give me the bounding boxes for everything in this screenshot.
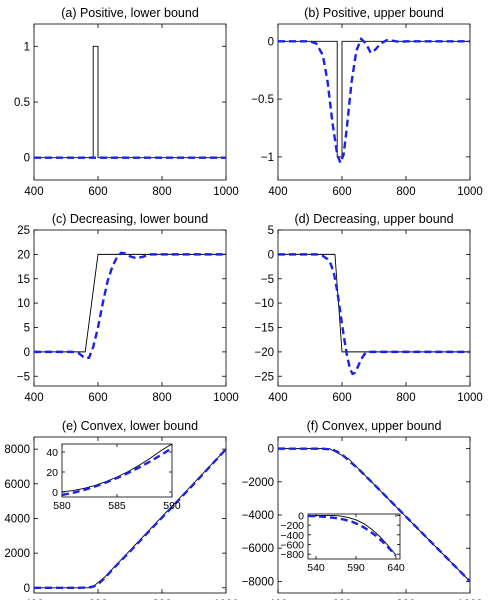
panel-d-x-tick-label: 600 xyxy=(332,392,351,404)
panel-b-estimate-line xyxy=(278,36,470,166)
panel-c-estimate-line xyxy=(34,251,226,360)
panel-d-x-tick-label: 800 xyxy=(396,392,415,404)
panel-e-y-tick-label: 0 xyxy=(24,583,30,595)
panel-d-y-tick-label: −5 xyxy=(261,274,274,286)
panel-c-y-tick-label: 0 xyxy=(24,347,30,359)
panel-c-y-tick-label: 25 xyxy=(17,225,30,237)
panel-c-y-tick-label: 20 xyxy=(17,249,30,261)
panel-b-x-tick-label: 800 xyxy=(396,186,415,198)
inset-f-x-tick-label: 590 xyxy=(347,562,365,574)
inset-f-estimate-line xyxy=(308,514,397,557)
panel-c-x-tick-label: 400 xyxy=(24,392,43,404)
panel-f-y-tick-label: 0 xyxy=(268,444,274,456)
panel-a-y-tick-label: 0 xyxy=(24,153,30,165)
panel-title: (e) Convex, lower bound xyxy=(62,419,198,433)
panel-title: (a) Positive, lower bound xyxy=(61,6,199,20)
panel-e: (e) Convex, lower bound40060080010000200… xyxy=(4,419,238,600)
panel-e-y-tick-label: 6000 xyxy=(4,479,30,491)
inset-e-y-tick-label: 40 xyxy=(46,447,58,459)
panel-d-y-tick-label: −20 xyxy=(254,347,274,359)
panel-d-estimate-line xyxy=(278,253,470,376)
panel-e-y-tick-label: 8000 xyxy=(4,444,30,456)
panel-c-y-tick-label: 10 xyxy=(17,298,30,310)
panel-d-x-tick-label: 1000 xyxy=(457,392,483,404)
panel-c-y-tick-label: 15 xyxy=(17,274,30,286)
panel-d-x-tick-label: 400 xyxy=(268,392,287,404)
panel-f: (f) Convex, upper bound40060080010000−20… xyxy=(242,419,483,600)
panel-b-y-tick-label: 0 xyxy=(268,36,274,48)
panel-c-x-tick-label: 600 xyxy=(88,392,107,404)
panel-a-x-tick-label: 400 xyxy=(24,186,43,198)
inset-e: 580 585 590 0 20 40 xyxy=(46,443,181,512)
panel-c-x-tick-label: 800 xyxy=(152,392,171,404)
panel-f-estimate-line xyxy=(278,447,470,583)
panel-f-y-tick-label: −8000 xyxy=(242,576,274,588)
panel-f-y-tick-label: −4000 xyxy=(242,510,274,522)
panel-a-y-tick-label: 0.5 xyxy=(14,97,30,109)
panel-b-x-tick-label: 400 xyxy=(268,186,287,198)
inset-e-x-tick-label: 585 xyxy=(108,500,126,512)
panel-e-y-tick-label: 2000 xyxy=(4,548,30,560)
panel-d-y-tick-label: −25 xyxy=(254,371,274,383)
inset-f-plot-frame xyxy=(307,513,401,560)
panel-b-y-tick-label: −0.5 xyxy=(251,94,274,106)
panel-d-y-tick-label: 5 xyxy=(268,225,274,237)
panel-title: (f) Convex, upper bound xyxy=(307,419,442,433)
inset-e-y-tick-label: 20 xyxy=(46,467,58,479)
inset-e-x-tick-label: 590 xyxy=(163,500,181,512)
panel-f-y-tick-label: −6000 xyxy=(242,543,274,555)
panel-a-x-tick-label: 800 xyxy=(152,186,171,198)
panel-title: (d) Decreasing, upper bound xyxy=(294,212,453,226)
panel-e-y-tick-label: 4000 xyxy=(4,513,30,525)
panel-c-y-tick-label: 5 xyxy=(24,323,30,335)
inset-f-x-tick-label: 640 xyxy=(387,562,405,574)
inset-f-y-tick-label: −600 xyxy=(280,539,304,551)
panel-c: (c) Decreasing, lower bound 400 600 800 1000… xyxy=(17,212,239,404)
panel-d-plot-frame xyxy=(277,229,471,387)
inset-e-x-tick-label: 580 xyxy=(53,500,71,512)
panel-title: (c) Decreasing, lower bound xyxy=(52,212,208,226)
panel-d-y-tick-label: −10 xyxy=(254,298,274,310)
inset-f-y-tick-label: −800 xyxy=(280,549,304,561)
inset-f-y-tick-label: −400 xyxy=(280,530,304,542)
inset-f: 540 590 640 0−200−400−600−800 xyxy=(280,510,405,574)
panel-b-x-tick-label: 1000 xyxy=(457,186,483,198)
panel-b: (b) Positive, upper bound 400 600 800 1000 0 −… xyxy=(251,6,483,198)
panel-a: (a) Positive, lower bound 400 600 800 1000 0 0… xyxy=(14,6,239,198)
panel-a-plot-frame xyxy=(33,23,227,181)
panel-b-y-tick-label: −1 xyxy=(261,152,274,164)
panel-b-plot-frame xyxy=(277,23,471,181)
inset-f-x-tick-label: 540 xyxy=(307,562,325,574)
panel-c-x-tick-label: 1000 xyxy=(213,392,239,404)
panel-b-x-tick-label: 600 xyxy=(332,186,351,198)
panel-a-x-tick-label: 600 xyxy=(88,186,107,198)
inset-e-y-tick-label: 0 xyxy=(52,487,58,499)
inset-f-y-tick-label: 0 xyxy=(298,510,304,522)
inset-f-true-line xyxy=(308,515,397,556)
panel-d: (d) Decreasing, upper bound 400 600 800 1000… xyxy=(254,212,482,404)
panel-f-y-tick-label: −2000 xyxy=(242,477,274,489)
panel-a-y-tick-label: 1 xyxy=(24,41,30,53)
inset-f-y-tick-label: −200 xyxy=(280,520,304,532)
panel-title: (b) Positive, upper bound xyxy=(304,6,444,20)
panel-a-x-tick-label: 1000 xyxy=(213,186,239,198)
panel-c-y-tick-label: −5 xyxy=(17,371,30,383)
panel-d-y-tick-label: 0 xyxy=(268,249,274,261)
panel-d-y-tick-label: −15 xyxy=(254,323,274,335)
inset-e-estimate-line xyxy=(62,446,172,497)
